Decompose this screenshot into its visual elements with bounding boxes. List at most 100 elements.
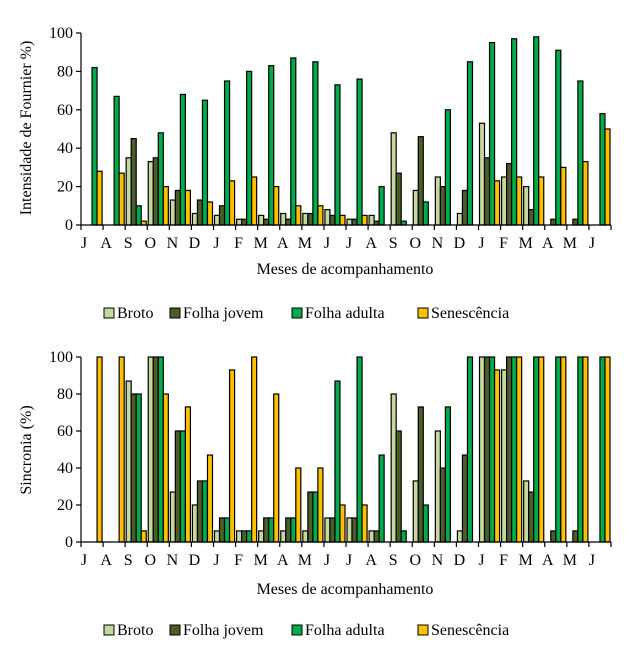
bar-folha-adulta	[223, 517, 231, 543]
bar-folha-jovem	[461, 189, 469, 226]
x-tick-label: O	[145, 552, 157, 569]
bar-folha-adulta	[312, 491, 319, 543]
fournier-intensity-chart: Intensidade de Fournier %) Meses de acom…	[18, 25, 612, 322]
legend-label-folha-jovem: Folha jovem	[183, 305, 264, 322]
bar-folha-adulta	[334, 380, 341, 543]
bar-folha-jovem	[329, 214, 336, 226]
x-tick-label: F	[234, 235, 243, 252]
x-tick-label: S	[389, 552, 398, 569]
x-tick-label: N	[167, 235, 179, 252]
bar-senescencia	[493, 180, 501, 226]
bar-broto	[324, 517, 331, 543]
bar-folha-adulta	[577, 356, 584, 543]
bar-folha-jovem	[174, 430, 181, 543]
bar-folha-jovem	[130, 393, 137, 543]
legend-label-broto: Broto	[117, 305, 153, 322]
legend-swatch-broto	[103, 624, 115, 636]
bar-senescencia	[317, 205, 324, 226]
bar-broto	[346, 218, 353, 226]
bar-senescencia	[184, 189, 192, 226]
x-tick-label: O	[145, 235, 157, 252]
x-tick-label: J	[589, 235, 595, 252]
y-tick-label: 20	[57, 179, 73, 196]
bar-folha-jovem	[218, 517, 226, 543]
bar-broto	[191, 212, 199, 226]
bar-broto	[412, 480, 419, 543]
bar-folha-adulta	[488, 356, 496, 543]
x-tick-label: N	[167, 552, 179, 569]
bar-folha-jovem	[351, 218, 358, 226]
y-tick-label: 80	[57, 386, 73, 403]
bar-broto	[169, 491, 176, 543]
bar-senescencia	[339, 214, 346, 226]
x-tick-label: A	[277, 235, 289, 252]
y-axis-title: Intensidade de Fournier %)	[18, 41, 35, 216]
bar-folha-jovem	[528, 209, 535, 226]
bar-folha-jovem	[285, 218, 292, 226]
bar-broto	[346, 517, 353, 543]
bar-broto	[456, 212, 464, 226]
bar-folha-jovem	[439, 186, 446, 226]
legend-swatch-folha-jovem	[169, 624, 181, 636]
x-axis-title: Meses de acompanhamento	[257, 261, 434, 278]
x-tick-label: J	[478, 235, 484, 252]
bar-folha-adulta	[422, 504, 429, 543]
bar-senescencia	[538, 176, 545, 226]
bar-senescencia	[118, 356, 125, 543]
bar-broto	[478, 356, 486, 543]
bar-senescencia	[361, 214, 368, 226]
bar-broto	[235, 218, 243, 226]
legend-swatch-broto	[103, 307, 115, 319]
x-tick-label: J	[346, 235, 352, 252]
bar-folha-adulta	[466, 356, 474, 543]
bar-folha-jovem	[196, 480, 204, 543]
x-tick-label: J	[324, 235, 330, 252]
x-tick-label: A	[365, 235, 377, 252]
x-tick-label: M	[519, 552, 533, 569]
legend-swatch-folha-adulta	[291, 307, 303, 319]
bar-broto	[213, 530, 221, 543]
bar-senescencia	[228, 369, 236, 543]
bar-broto	[147, 161, 154, 226]
synchrony-chart-svg: Sincronia (%) Meses de acompanhamento 0 2…	[18, 349, 612, 639]
x-tick-label: J	[478, 552, 484, 569]
bar-senescencia	[339, 504, 346, 543]
x-tick-label: J	[81, 235, 87, 252]
bar-folha-adulta	[577, 80, 584, 226]
bar-folha-jovem	[307, 491, 314, 543]
y-axis-title: Sincronia (%)	[18, 405, 35, 494]
bar-folha-jovem	[263, 517, 270, 543]
y-tick-label: 60	[57, 423, 73, 440]
bar-folha-adulta	[378, 186, 385, 226]
bar-folha-adulta	[246, 530, 253, 543]
bar-broto	[280, 212, 287, 226]
bar-broto	[434, 430, 441, 543]
x-tick-label: O	[410, 552, 422, 569]
bar-folha-adulta	[179, 430, 186, 543]
x-tick-label: J	[81, 552, 87, 569]
bar-senescencia	[96, 356, 103, 543]
legend-label-senescencia: Senescência	[431, 305, 509, 322]
bar-broto	[500, 369, 508, 543]
bar-broto	[412, 189, 419, 226]
x-tick-label: S	[124, 552, 133, 569]
bar-folha-jovem	[285, 517, 292, 543]
bar-senescencia	[162, 186, 169, 226]
y-tick-label: 100	[49, 25, 73, 42]
bar-senescencia	[560, 166, 567, 226]
bar-senescencia	[516, 356, 523, 543]
y-tick-label: 80	[57, 63, 73, 80]
bar-folha-jovem	[373, 530, 380, 543]
bar-senescencia	[96, 170, 103, 226]
x-tick-label: M	[298, 552, 312, 569]
y-tick-label: 0	[65, 217, 73, 234]
bar-folha-adulta	[555, 356, 562, 543]
bar-senescencia	[140, 530, 147, 543]
bar-senescencia	[582, 356, 589, 543]
bar-broto	[125, 380, 132, 543]
bar-folha-jovem	[130, 138, 137, 226]
bar-folha-jovem	[263, 218, 270, 226]
bar-folha-jovem	[439, 467, 446, 543]
bar-folha-adulta	[135, 205, 142, 226]
x-tick-label: A	[365, 552, 377, 569]
